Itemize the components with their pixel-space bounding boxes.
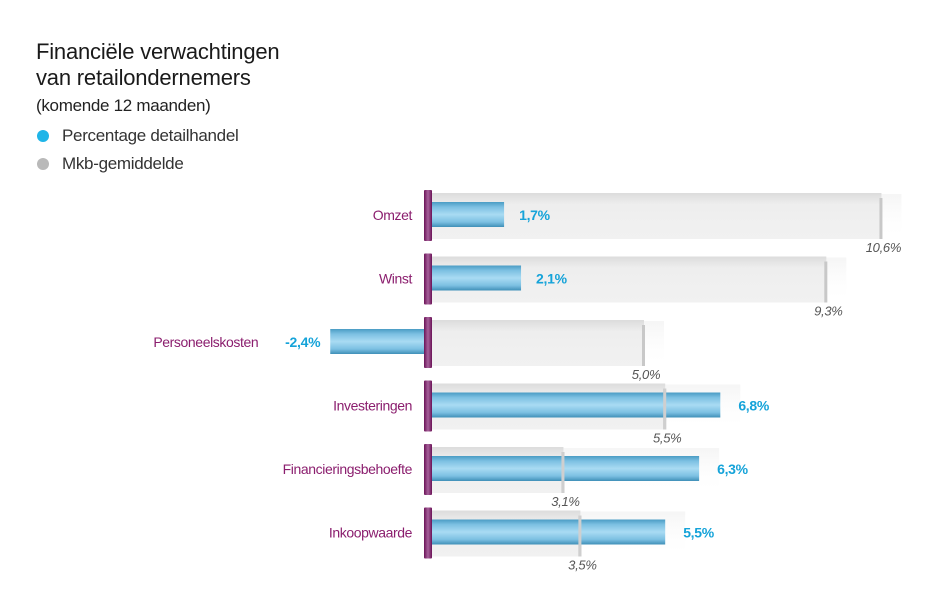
legend-dot-icon-mkb <box>37 158 49 170</box>
category-label-investeringen: Investeringen <box>333 398 412 414</box>
bar-detailhandel-personeelskosten <box>330 329 432 354</box>
chart-title: Financiële verwachtingen van retailonder… <box>36 39 280 91</box>
bar-row-financieringsbehoefte: Financieringsbehoefte 6,3% 3,1% <box>283 444 749 509</box>
value-label-mkb-inkoopwaarde: 3,5% <box>568 558 596 573</box>
bar-mkb-end-marker <box>642 325 645 366</box>
value-label-mkb-winst: 9,3% <box>814 304 842 319</box>
value-label-mkb-omzet: 10,6% <box>866 240 901 255</box>
bar-detailhandel-winst <box>432 265 522 291</box>
zero-axis-segment <box>424 380 432 432</box>
value-label-detailhandel-omzet: 1,7% <box>519 207 551 223</box>
bar-row-investeringen: Investeringen 6,8% 5,5% <box>333 380 770 446</box>
value-label-detailhandel-winst: 2,1% <box>536 271 568 287</box>
legend-item-detailhandel: Percentage detailhandel <box>36 122 239 150</box>
zero-axis-segment <box>424 444 432 495</box>
legend: Percentage detailhandel Mkb-gemiddelde <box>36 122 239 178</box>
legend-label-mkb: Mkb-gemiddelde <box>62 154 184 173</box>
chart-subtitle: (komende 12 maanden) <box>36 96 211 115</box>
bar-mkb-personeelskosten <box>432 320 644 366</box>
category-label-inkoopwaarde: Inkoopwaarde <box>329 525 413 541</box>
legend-item-mkb: Mkb-gemiddelde <box>36 150 238 178</box>
value-label-mkb-financieringsbehoefte: 3,1% <box>551 494 579 509</box>
chart-title-line-1: Financiële verwachtingen <box>36 39 280 64</box>
bar-detailhandel-inkoopwaarde <box>432 519 666 545</box>
value-label-mkb-personeelskosten: 5,0% <box>632 367 660 382</box>
bar-mkb-end-marker-overlay <box>578 515 582 557</box>
bar-row-winst: Winst 2,1% 9,3% <box>379 253 847 319</box>
zero-axis-segment <box>424 507 432 559</box>
category-label-omzet: Omzet <box>373 207 413 223</box>
bar-row-omzet: Omzet 1,7% 10,6% <box>373 190 902 255</box>
category-label-financieringsbehoefte: Financieringsbehoefte <box>283 461 413 477</box>
bar-mkb-end-marker-overlay <box>663 388 667 430</box>
zero-axis-segment <box>424 317 432 368</box>
zero-axis-segment <box>424 190 432 241</box>
bar-mkb-omzet <box>432 193 882 239</box>
bar-mkb-end-marker <box>879 198 883 239</box>
bar-detailhandel-investeringen <box>432 392 721 418</box>
category-label-winst: Winst <box>379 271 413 287</box>
category-label-personeelskosten: Personeelskosten <box>153 334 258 350</box>
bar-detailhandel-financieringsbehoefte <box>432 456 700 481</box>
bar-detailhandel-omzet <box>432 202 505 227</box>
value-label-detailhandel-personeelskosten: -2,4% <box>285 334 321 350</box>
value-label-detailhandel-financieringsbehoefte: 6,3% <box>717 461 749 477</box>
legend-label-detailhandel: Percentage detailhandel <box>62 126 239 145</box>
value-label-mkb-investeringen: 5,5% <box>653 431 681 446</box>
legend-dot-icon-detailhandel <box>37 130 49 142</box>
value-label-detailhandel-inkoopwaarde: 5,5% <box>683 525 715 541</box>
chart-title-line-2: van retailondernemers <box>36 65 251 90</box>
bar-mkb-end-marker-overlay <box>561 452 565 493</box>
bar-row-inkoopwaarde: Inkoopwaarde 5,5% 3,5% <box>329 507 715 573</box>
zero-axis-segment <box>424 253 432 305</box>
value-label-detailhandel-investeringen: 6,8% <box>738 398 770 414</box>
bar-mkb-end-marker <box>824 261 828 303</box>
bar-row-personeelskosten: Personeelskosten -2,4% 5,0% <box>153 317 664 382</box>
